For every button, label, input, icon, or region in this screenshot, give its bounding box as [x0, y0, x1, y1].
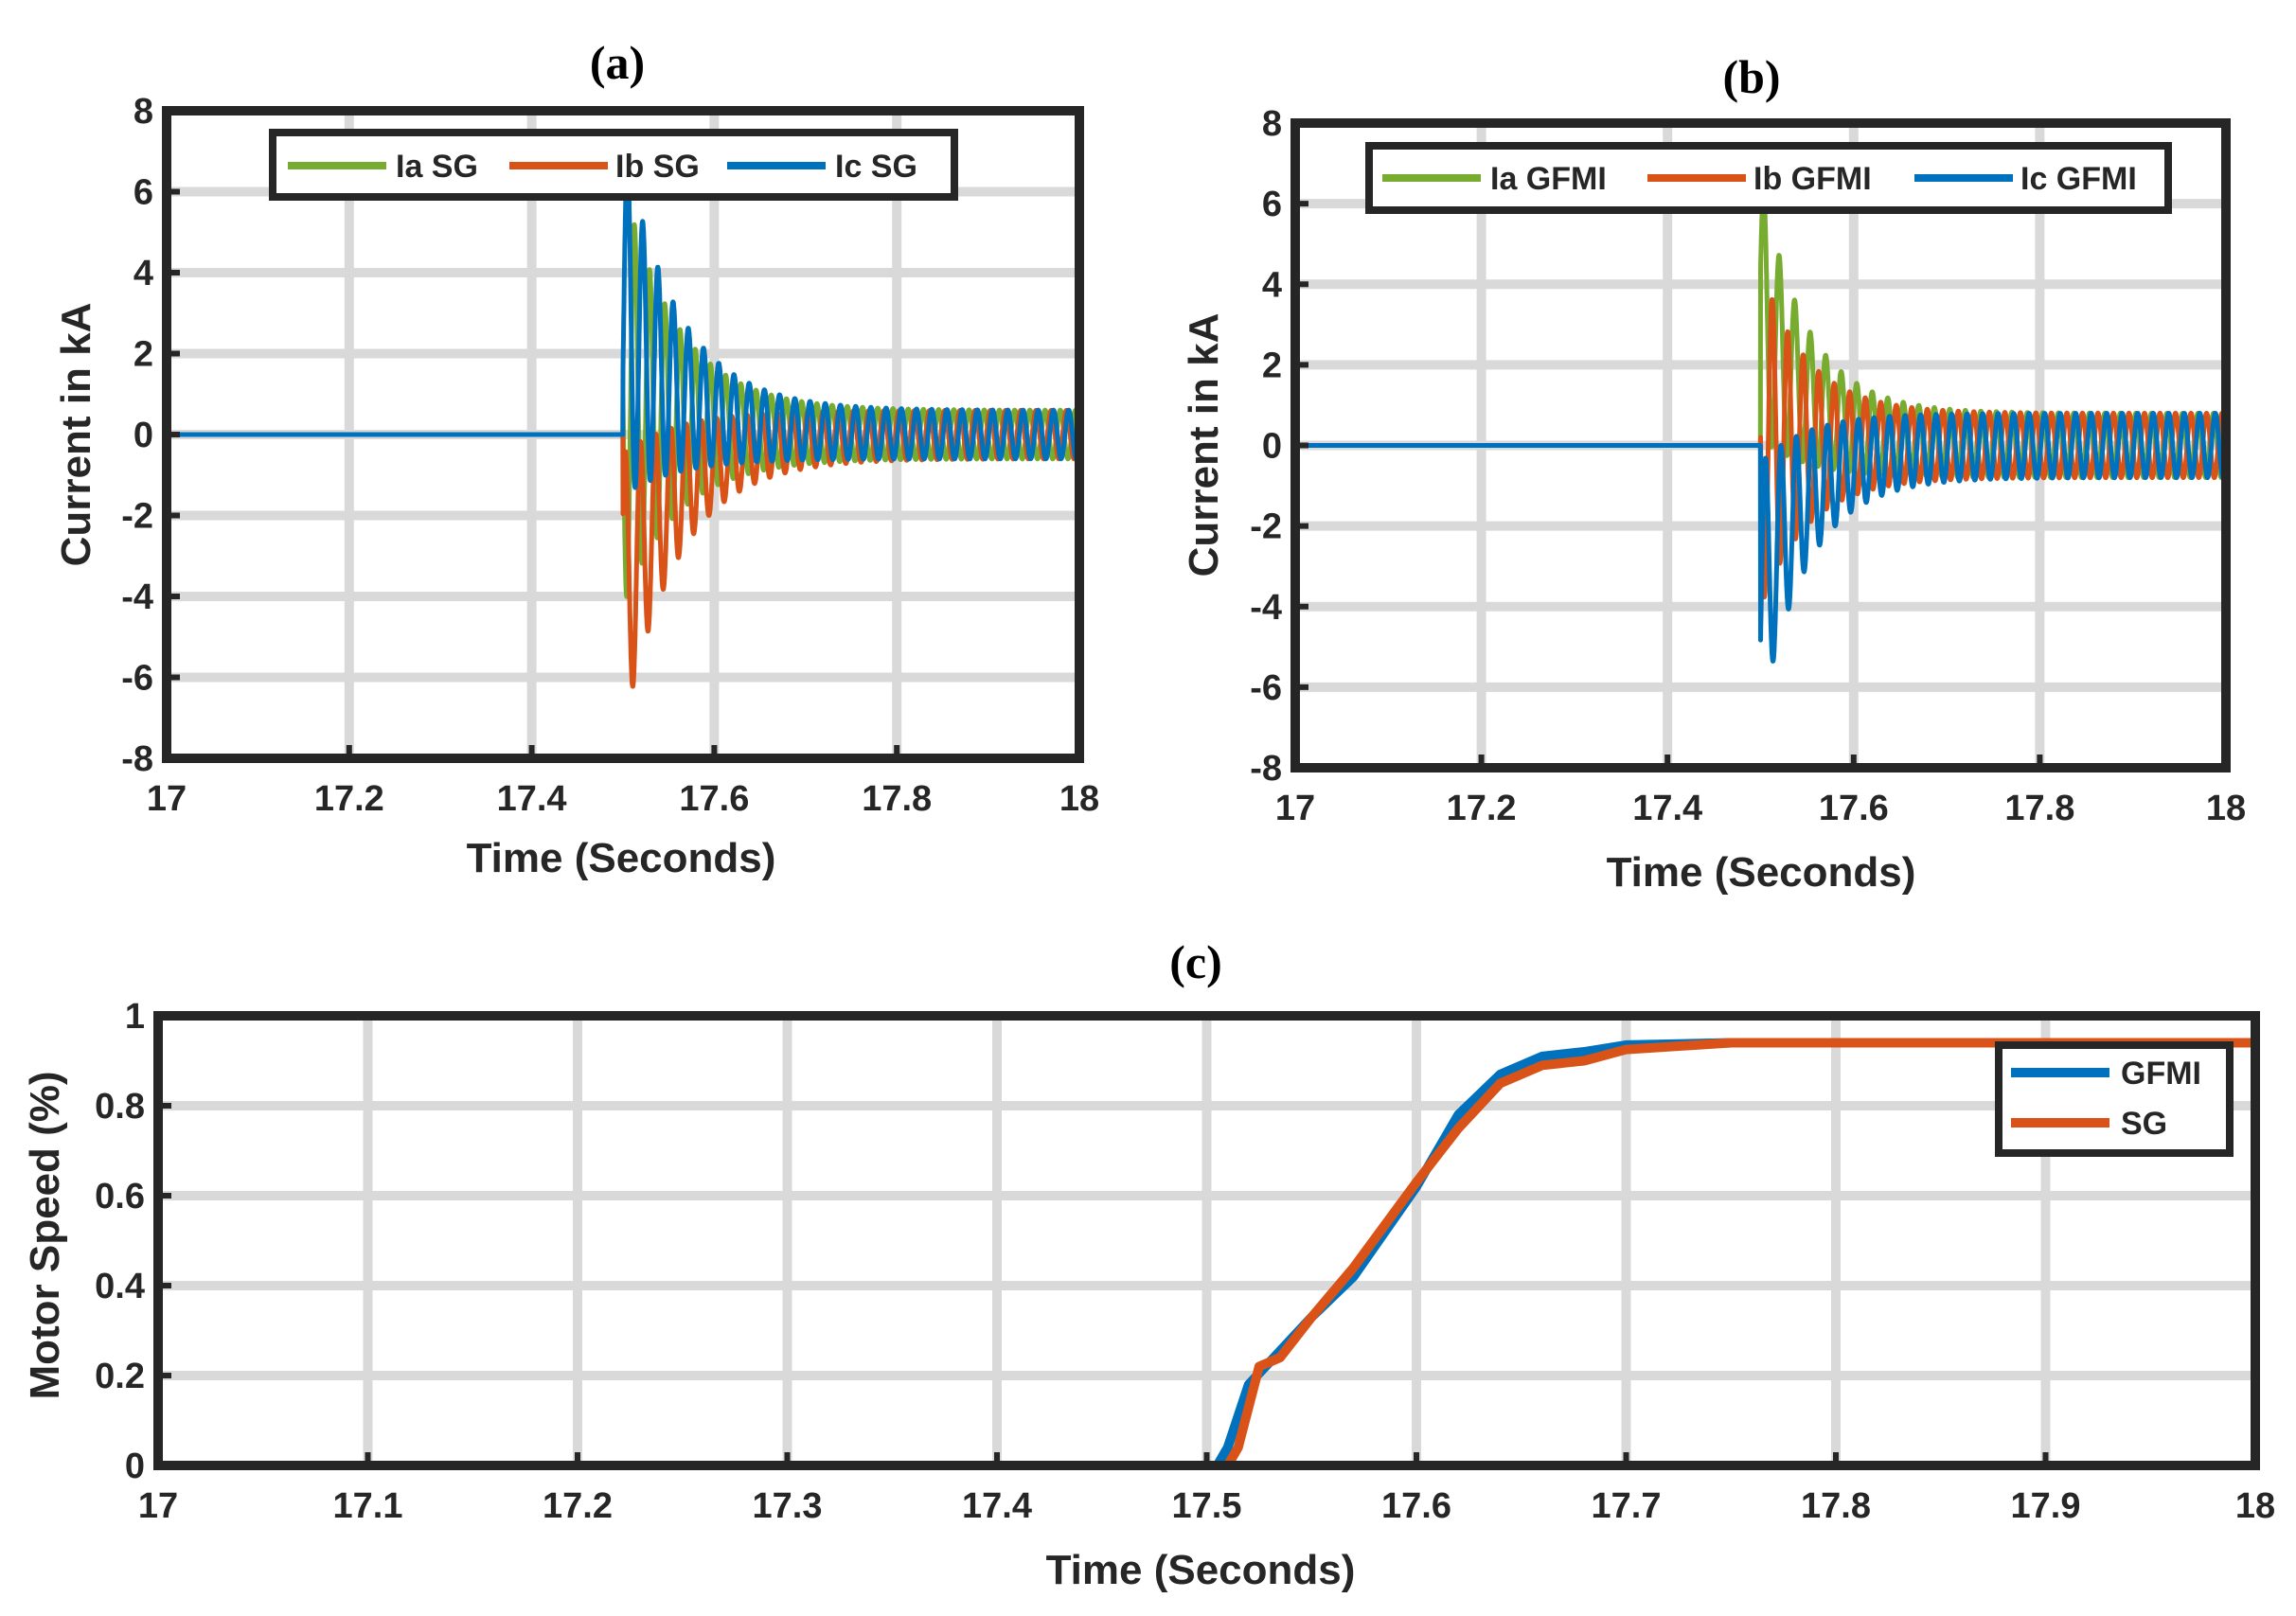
legend-label-ia-sg: Ia SG — [396, 149, 478, 185]
panel-b-y-ticks: 8 6 4 2 0 -2 -4 -6 -8 — [1250, 104, 1308, 789]
panel-c-y-axis-label: Motor Speed (%) — [22, 1071, 68, 1399]
panel-c-x-tick-label: 17.1 — [333, 1486, 403, 1526]
panel-b-y-tick-label: 6 — [1262, 185, 1282, 224]
panel-b-y-tick-label: 8 — [1262, 104, 1282, 144]
panel-b-x-ticks: 17 17.2 17.4 17.6 17.8 18 — [1275, 755, 2246, 828]
legend-label-ia-gfmi: Ia GFMI — [1490, 161, 1607, 197]
panel-c-x-tick-label: 17.4 — [962, 1486, 1032, 1526]
legend-label-sg: SG — [2121, 1106, 2167, 1142]
panel-c-x-tick-label: 17.2 — [543, 1486, 613, 1526]
panel-c-x-axis-label: Time (Seconds) — [1046, 1547, 1356, 1593]
panel-a-y-tick-label: 0 — [133, 416, 153, 455]
panel-a-x-ticks: 17 17.2 17.4 17.6 17.8 18 — [147, 745, 1099, 819]
panel-b-x-tick-label: 18 — [2206, 789, 2246, 828]
panel-b-x-tick-label: 17.6 — [1819, 789, 1889, 828]
panel-b-x-axis-label: Time (Seconds) — [1607, 849, 1916, 896]
panel-c-y-tick-label: 1 — [125, 997, 145, 1037]
panel-a-x-tick-label: 17.4 — [497, 779, 567, 819]
panel-a-y-tick-label: -4 — [121, 577, 153, 617]
panel-b-title: (b) — [1722, 50, 1780, 103]
series-line-ic-sg — [164, 158, 1082, 490]
legend-label-ic-sg: Ic SG — [835, 149, 917, 185]
panel-a-y-tick-label: -2 — [121, 497, 153, 537]
panel-a-x-tick-label: 17.6 — [679, 779, 749, 819]
panel-c-x-tick-label: 17.7 — [1592, 1486, 1662, 1526]
series-line-ic-gfmi — [1292, 411, 2229, 664]
panel-b-y-axis-label: Current in kA — [1181, 313, 1227, 577]
panel-a-legend: Ia SG Ib SG Ic SG — [269, 129, 958, 201]
panel-a-y-tick-label: 2 — [133, 335, 153, 375]
panel-b-legend: Ia GFMI Ib GFMI Ic GFMI — [1365, 142, 2172, 214]
panel-b-x-tick-label: 17.4 — [1632, 789, 1702, 828]
panel-b-x-tick-label: 17.8 — [2004, 789, 2074, 828]
panel-a-y-ticks: 8 6 4 2 0 -2 -4 -6 -8 — [121, 92, 180, 779]
panel-b-y-tick-label: 0 — [1262, 427, 1282, 467]
panel-c-x-tick-label: 17.5 — [1172, 1486, 1242, 1526]
panel-a-x-tick-label: 18 — [1059, 779, 1099, 819]
panel-c-y-tick-label: 0 — [125, 1447, 145, 1486]
legend-label-ib-sg: Ib SG — [615, 149, 700, 185]
legend-label-ib-gfmi: Ib GFMI — [1753, 161, 1872, 197]
panel-c-x-tick-label: 17.3 — [753, 1486, 823, 1526]
panel-a-y-axis-label: Current in kA — [53, 303, 99, 567]
panel-c-x-ticks: 17 17.1 17.2 17.3 17.4 17.5 17.6 17.7 17.8 17.9 18 — [138, 1452, 2275, 1526]
panel-c-y-tick-label: 0.8 — [95, 1087, 145, 1127]
panel-b-x-tick-label: 17.2 — [1447, 789, 1517, 828]
panel-c-x-tick-label: 17 — [138, 1486, 178, 1526]
legend-label-gfmi: GFMI — [2121, 1056, 2201, 1092]
panel-c-title: (c) — [1169, 935, 1222, 988]
panel-a-x-tick-label: 17 — [147, 779, 187, 819]
panel-c-y-tick-label: 0.4 — [95, 1267, 145, 1306]
panel-a-series — [164, 158, 1082, 689]
panel-c-x-tick-label: 17.9 — [2011, 1486, 2081, 1526]
panel-b-series — [1292, 190, 2229, 664]
panel-b-y-tick-label: -2 — [1250, 507, 1282, 547]
panel-c-y-ticks: 1 0.8 0.6 0.4 0.2 0 — [95, 997, 171, 1486]
panel-c-x-tick-label: 17.6 — [1381, 1486, 1451, 1526]
panel-b-x-tick-label: 17 — [1275, 789, 1315, 828]
panel-c: (c) 1 0.8 0.6 0.4 0.2 0 17 17.1 17.2 17.3 17.4 17.… — [22, 935, 2275, 1593]
panel-a-x-tick-label: 17.8 — [862, 779, 932, 819]
panel-c-y-tick-label: 0.6 — [95, 1177, 145, 1216]
panel-b-y-tick-label: -4 — [1250, 588, 1282, 628]
panel-b: (b) 8 6 4 2 0 -2 -4 -6 -8 17 17.2 17.4 17.6 17.8 18 C… — [1181, 50, 2246, 896]
panel-c-x-tick-label: 17.8 — [1801, 1486, 1871, 1526]
panel-a-y-tick-label: 4 — [133, 254, 153, 293]
panel-a-y-tick-label: 8 — [133, 92, 153, 132]
panel-b-y-tick-label: 4 — [1262, 265, 1282, 305]
panel-b-y-tick-label: -8 — [1250, 749, 1282, 789]
panel-a-title: (a) — [590, 36, 645, 89]
legend-label-ic-gfmi: Ic GFMI — [2020, 161, 2137, 197]
panel-a-y-tick-label: -8 — [121, 739, 153, 779]
panel-b-legend-box — [1365, 142, 2172, 214]
panel-b-y-tick-label: -6 — [1250, 668, 1282, 708]
panel-b-y-tick-label: 2 — [1262, 346, 1282, 385]
panel-c-x-tick-label: 18 — [2235, 1486, 2275, 1526]
panel-c-series — [158, 1038, 2255, 1470]
panel-a: (a) 8 6 4 2 0 -2 -4 -6 -8 17 17.2 17.4 17.6 17.8 18 C… — [53, 36, 1099, 881]
panel-c-legend-box — [1995, 1041, 2234, 1157]
panel-a-x-tick-label: 17.2 — [314, 779, 384, 819]
panel-a-x-axis-label: Time (Seconds) — [467, 835, 776, 881]
series-line-sg — [158, 1038, 2255, 1470]
panel-c-legend: GFMI SG — [1995, 1041, 2234, 1157]
panel-c-grid — [158, 1016, 2255, 1465]
panel-a-y-tick-label: -6 — [121, 659, 153, 699]
panel-c-y-tick-label: 0.2 — [95, 1357, 145, 1396]
panel-a-y-tick-label: 6 — [133, 173, 153, 213]
